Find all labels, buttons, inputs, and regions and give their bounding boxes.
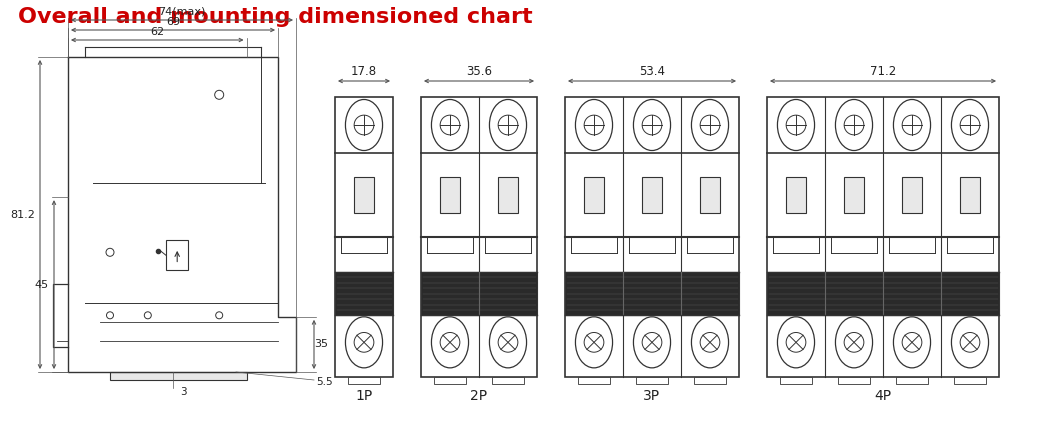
Circle shape (498, 115, 518, 135)
Bar (896, 377, 928, 384)
Circle shape (787, 115, 806, 135)
Bar (954, 377, 986, 384)
Bar (354, 177, 374, 213)
Bar (785, 177, 807, 213)
Circle shape (844, 115, 864, 135)
Circle shape (960, 115, 979, 135)
Bar (960, 177, 980, 213)
Ellipse shape (490, 100, 527, 151)
Ellipse shape (894, 317, 931, 368)
Text: 35: 35 (314, 339, 328, 350)
Text: 1P: 1P (355, 389, 373, 403)
Ellipse shape (952, 100, 989, 151)
Text: 3P: 3P (643, 389, 660, 403)
Text: 74(max): 74(max) (158, 7, 206, 17)
Bar (166, 240, 189, 270)
Text: 69: 69 (166, 17, 180, 27)
Circle shape (215, 312, 223, 319)
Bar (335, 97, 393, 377)
Ellipse shape (431, 317, 469, 368)
Ellipse shape (576, 317, 613, 368)
Bar (780, 377, 812, 384)
Ellipse shape (634, 317, 671, 368)
Circle shape (498, 333, 518, 352)
Circle shape (844, 333, 864, 352)
Text: Overall and mounting dimensioned chart: Overall and mounting dimensioned chart (18, 7, 532, 27)
Ellipse shape (835, 100, 872, 151)
Bar (421, 272, 537, 316)
Bar (440, 177, 460, 213)
Circle shape (144, 312, 152, 319)
Ellipse shape (691, 100, 728, 151)
Circle shape (215, 90, 224, 99)
Bar (844, 177, 864, 213)
Ellipse shape (777, 317, 814, 368)
Bar (565, 97, 739, 377)
Bar (578, 377, 610, 384)
Circle shape (354, 115, 374, 135)
Bar (584, 177, 604, 213)
Bar (492, 377, 524, 384)
Ellipse shape (431, 100, 469, 151)
Circle shape (106, 312, 113, 319)
Bar (902, 177, 922, 213)
Ellipse shape (490, 317, 527, 368)
Ellipse shape (691, 317, 728, 368)
Circle shape (960, 333, 979, 352)
Text: 62: 62 (151, 27, 164, 37)
Circle shape (642, 115, 661, 135)
Text: 81.2: 81.2 (11, 210, 35, 219)
Text: 35.6: 35.6 (466, 65, 492, 78)
Bar (434, 377, 466, 384)
Text: 53.4: 53.4 (639, 65, 665, 78)
Circle shape (642, 333, 661, 352)
Bar (565, 272, 739, 316)
Ellipse shape (777, 100, 814, 151)
Circle shape (787, 333, 806, 352)
Bar (348, 377, 379, 384)
Circle shape (902, 115, 922, 135)
Bar (694, 377, 726, 384)
Bar (642, 177, 662, 213)
Text: 45: 45 (35, 279, 49, 290)
Bar (110, 372, 247, 380)
Text: 71.2: 71.2 (870, 65, 896, 78)
Bar (838, 377, 870, 384)
Ellipse shape (952, 317, 989, 368)
Text: 4P: 4P (874, 389, 891, 403)
Bar (421, 97, 537, 377)
Circle shape (584, 333, 604, 352)
Bar (498, 177, 518, 213)
Circle shape (701, 115, 720, 135)
Ellipse shape (835, 317, 872, 368)
Circle shape (902, 333, 922, 352)
Text: 5.5: 5.5 (316, 377, 333, 387)
Ellipse shape (576, 100, 613, 151)
Circle shape (701, 333, 720, 352)
Circle shape (354, 333, 374, 352)
Ellipse shape (346, 317, 383, 368)
Bar (636, 377, 668, 384)
Circle shape (440, 333, 460, 352)
Bar (700, 177, 720, 213)
Bar (767, 272, 999, 316)
Bar (335, 272, 393, 316)
Circle shape (584, 115, 604, 135)
Ellipse shape (894, 100, 931, 151)
Text: 3: 3 (180, 387, 187, 397)
Circle shape (440, 115, 460, 135)
Circle shape (106, 248, 114, 256)
Ellipse shape (346, 100, 383, 151)
Text: 17.8: 17.8 (351, 65, 377, 78)
Bar (767, 97, 999, 377)
Text: 2P: 2P (471, 389, 488, 403)
Ellipse shape (634, 100, 671, 151)
